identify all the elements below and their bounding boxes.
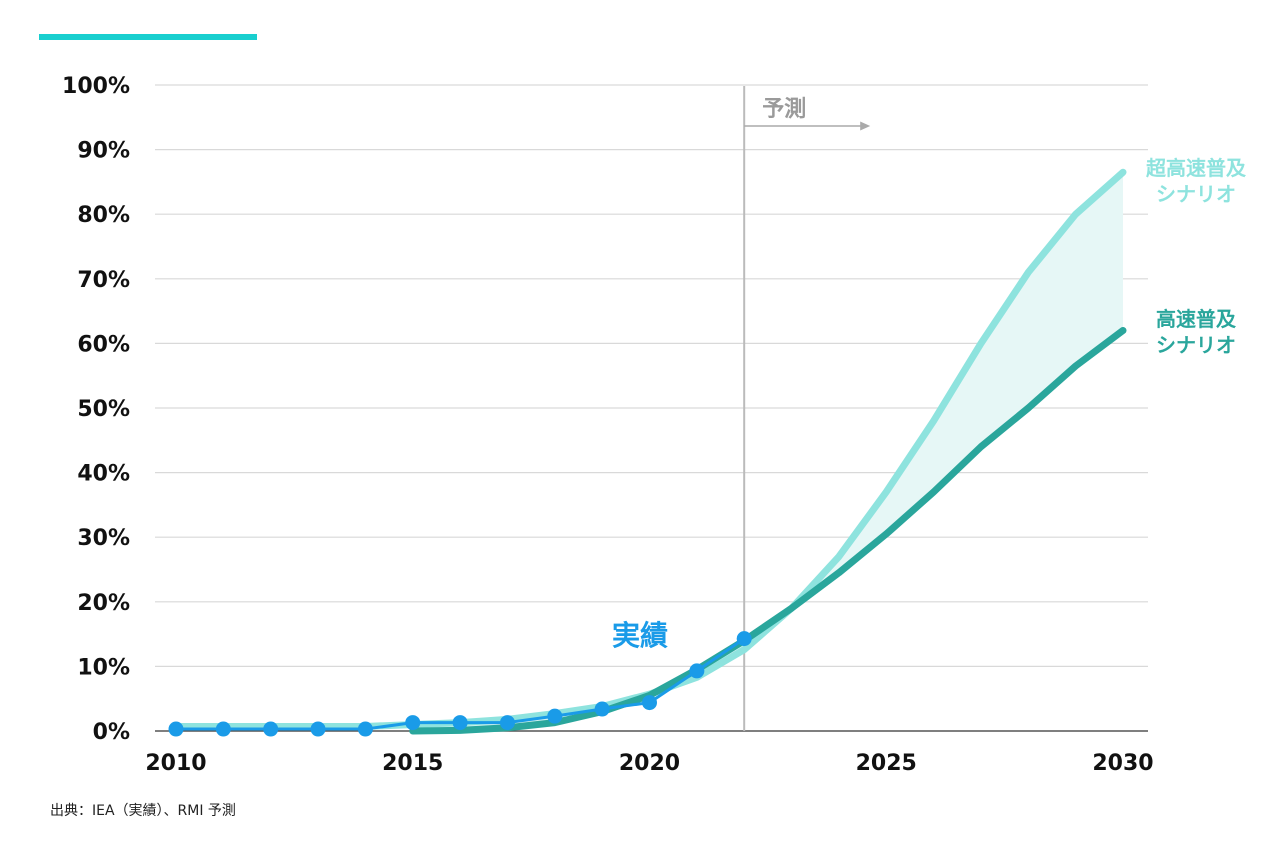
actual-point [310,721,326,737]
y-tick-label: 10% [77,655,130,680]
forecast-arrow-head [860,121,871,131]
y-tick-label: 70% [77,268,130,293]
projection-band [744,172,1123,650]
actual-point [168,721,184,737]
actual-point [405,715,421,731]
y-tick-labels: 0% 10% 20% 30% 40% 50% 60% 70% 80% 90% 100% [62,74,130,745]
actual-points [168,631,752,737]
forecast-divider: 予測 [743,86,871,731]
actual-label: 実績 [612,619,668,652]
actual-point [642,695,657,711]
y-tick-label: 50% [77,397,130,422]
x-tick-label: 2020 [619,751,680,776]
fast-label-line2: シナリオ [1156,333,1236,357]
forecast-label: 予測 [762,97,806,122]
actual-point [452,715,468,731]
y-tick-label: 20% [77,591,130,616]
actual-point [215,721,231,737]
actual-point [499,715,515,731]
y-tick-label: 30% [77,526,130,551]
ultra-fast-label-line2: シナリオ [1156,182,1236,206]
scenario-band [412,172,1123,731]
x-tick-labels: 2010 2015 2020 2025 2030 [145,751,1153,776]
actual-point [594,701,610,717]
x-tick-label: 2030 [1092,751,1153,776]
x-tick-label: 2010 [145,751,206,776]
x-tick-label: 2015 [382,751,443,776]
accent-bar [39,34,257,40]
fast-line [409,326,1127,735]
y-tick-label: 90% [77,139,130,164]
y-tick-label: 80% [77,203,130,228]
y-tick-label: 40% [77,462,130,487]
source-note: 出典：IEA（実績）、RMI 予測 [50,803,236,819]
y-tick-label: 60% [77,332,130,357]
y-tick-label: 100% [62,74,130,99]
actual-point [547,708,563,724]
x-tick-label: 2025 [856,751,917,776]
actual-point [263,721,279,737]
fast-label-line1: 高速普及 [1156,307,1237,331]
actual-point [689,663,705,679]
y-tick-label: 0% [93,720,130,745]
grid-lines [155,84,1148,732]
ultra-fast-label-line1: 超高速普及 [1145,156,1247,180]
actual-point [357,721,373,737]
actual-point [736,631,752,647]
